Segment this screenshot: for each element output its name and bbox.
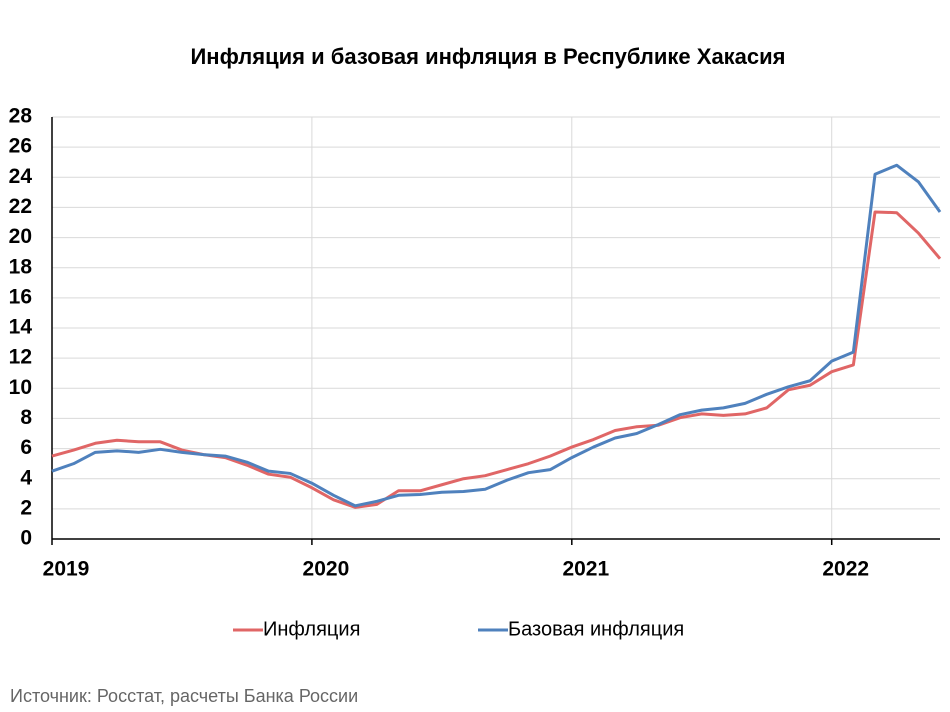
- y-tick-label: 14: [9, 316, 33, 339]
- y-tick-label: 2: [20, 496, 32, 519]
- y-tick-label: 22: [9, 195, 32, 218]
- y-tick-label: 28: [9, 105, 33, 128]
- y-tick-label: 20: [9, 225, 32, 248]
- x-tick-label: 2020: [303, 558, 350, 581]
- legend-label: Базовая инфляция: [508, 618, 684, 640]
- y-tick-label: 16: [9, 285, 32, 308]
- series-line: [51, 210, 942, 509]
- y-tick-label: 26: [9, 135, 32, 158]
- source-note: Источник: Росстат, расчеты Банка России: [10, 686, 358, 706]
- x-tick-label: 2021: [562, 558, 609, 581]
- y-tick-label: 0: [20, 527, 32, 550]
- y-tick-label: 8: [20, 406, 32, 429]
- legend-label: Инфляция: [263, 618, 360, 640]
- y-tick-label: 24: [9, 165, 33, 188]
- chart-title: Инфляция и базовая инфляция в Республике…: [190, 44, 785, 69]
- y-tick-label: 18: [9, 255, 33, 278]
- y-tick-label: 10: [9, 376, 32, 399]
- series-line: [51, 163, 942, 508]
- y-tick-label: 12: [9, 346, 32, 369]
- y-tick-label: 6: [20, 436, 32, 459]
- x-tick-label: 2022: [822, 558, 869, 581]
- y-tick-label: 4: [20, 466, 32, 489]
- x-tick-label: 2019: [43, 558, 90, 581]
